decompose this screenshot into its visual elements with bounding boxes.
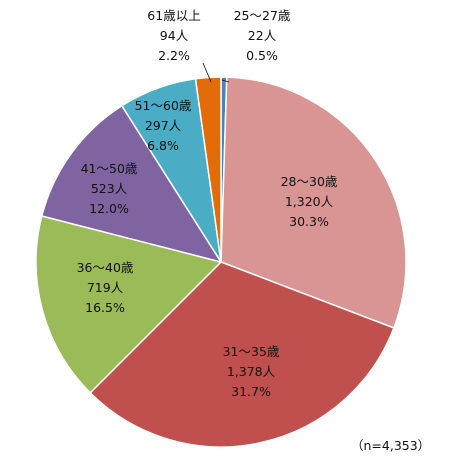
- pie-slice: [194, 76, 222, 263]
- slice-label: 31～35歳 1,378人 31.7%: [223, 344, 280, 399]
- leader-line: [202, 62, 212, 83]
- slice-label: 28～30歳 1,320人 30.3%: [281, 174, 338, 229]
- slice-label: 41～50歳 523人 12.0%: [81, 161, 138, 216]
- pie-slices: [35, 76, 407, 448]
- slice-labels: 25～27歳 22人 0.5% 28～30歳 1,320人 30.3% 31～35歳 1,37…: [77, 8, 338, 399]
- pie-slice: [220, 76, 407, 329]
- pie-slice: [35, 215, 223, 394]
- slice-label: 61歳以上 94人 2.2%: [147, 8, 200, 63]
- slice-label: 25～27歳 22人 0.5%: [234, 8, 291, 63]
- pie-slice: [89, 261, 395, 448]
- sample-size-note: （n=4,353）: [351, 438, 431, 453]
- leader-line: [221, 79, 230, 83]
- slice-label: 51～60歳 297人 6.8%: [135, 98, 192, 153]
- leader-lines: [202, 62, 230, 83]
- pie-slice: [40, 104, 223, 264]
- slice-label: 36～40歳 719人 16.5%: [77, 260, 134, 315]
